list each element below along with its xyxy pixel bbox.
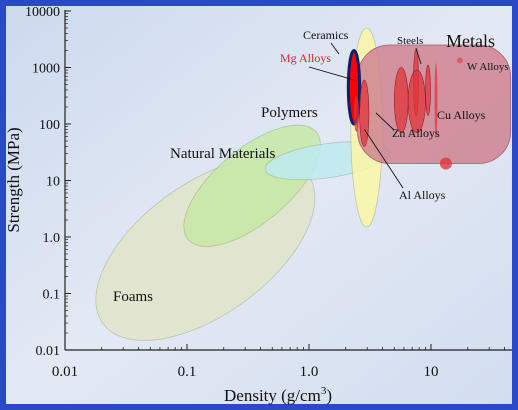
region-labels: Metals Ceramics Polymers Natural Materia… (113, 28, 509, 305)
leader-mg-alloys (308, 66, 355, 81)
leader-zn-alloys (375, 112, 395, 131)
x-tick-label: 1.0 (300, 364, 319, 380)
label-cu-alloys: Cu Alloys (437, 108, 486, 122)
x-tick-label: 10 (424, 364, 439, 380)
y-ticks: 10000 1000 100 10 1.0 0.1 0.01 (25, 5, 71, 359)
leader-lines (308, 42, 422, 189)
label-polymers: Polymers (261, 105, 318, 121)
y-tick-label: 0.01 (36, 344, 61, 359)
x-axis-title-superscript: 3 (321, 385, 327, 397)
leader-ceramics (330, 42, 340, 55)
label-ceramics: Ceramics (303, 28, 349, 42)
y-axis-title: Strength (MPa) (4, 127, 23, 232)
x-axis-title: Density (g/cm3) (224, 385, 332, 405)
axes: 0.01 0.1 1.0 10 10000 1000 100 10 1.0 0.1 0.01 (25, 5, 512, 380)
y-tick-label: 1000 (32, 62, 60, 77)
alloy-bubbles (346, 48, 463, 170)
x-axis-title-suffix: ) (326, 386, 332, 405)
label-w-alloys: W Alloys (467, 61, 509, 73)
label-foams: Foams (113, 289, 153, 305)
y-tick-label: 100 (39, 118, 60, 133)
bubble-steels (434, 63, 438, 138)
y-tick-label: 0.1 (43, 288, 61, 303)
bubble-steels (425, 64, 431, 116)
bubble-al-alloys-secondary (353, 96, 359, 133)
bubble-al-alloys (359, 79, 370, 147)
label-al-alloys: Al Alloys (399, 188, 446, 202)
y-tick-label: 10 (46, 175, 60, 190)
leader-steels (415, 47, 422, 65)
x-tick-label: 0.01 (52, 364, 78, 380)
bubble-cu-alloys (407, 69, 426, 134)
label-zn-alloys: Zn Alloys (392, 126, 440, 140)
leader-al-alloys (364, 129, 404, 189)
x-tick-label: 0.1 (178, 364, 197, 380)
y-tick-label: 10000 (25, 5, 60, 20)
label-metals: Metals (446, 31, 495, 51)
bubble-w-alloys (456, 57, 463, 64)
bubble-w-alloys-low (439, 157, 452, 170)
x-ticks: 0.01 0.1 1.0 10 (52, 344, 505, 380)
x-axis-title-text: Density (g/cm (224, 386, 321, 405)
bubble-zn-alloys (393, 67, 409, 134)
label-steels: Steels (397, 35, 423, 47)
label-natural-materials: Natural Materials (170, 146, 276, 162)
y-tick-label: 1.0 (43, 231, 61, 246)
label-mg-alloys: Mg Alloys (280, 51, 331, 65)
